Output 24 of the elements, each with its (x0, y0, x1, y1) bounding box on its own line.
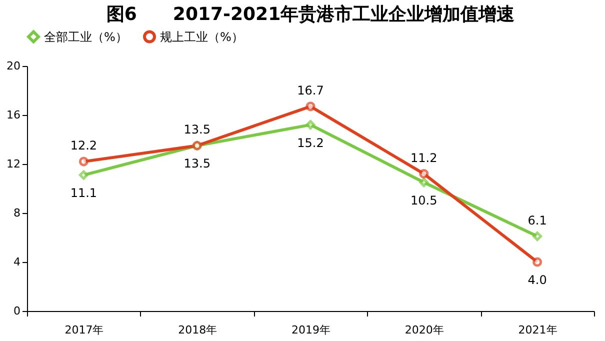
legend-label: 全部工业（%） (44, 30, 128, 44)
y-tick-label: 8 (14, 206, 20, 220)
data-label: 11.2 (410, 150, 438, 165)
data-label: 12.2 (70, 138, 98, 153)
data-label: 13.5 (184, 122, 210, 137)
x-tick-label: 2019年 (292, 324, 330, 336)
data-label: 6.1 (528, 213, 547, 228)
data-label: 13.5 (184, 156, 210, 171)
data-label: 15.2 (297, 136, 324, 150)
data-label: 11.1 (70, 186, 98, 200)
data-label: 4.0 (528, 273, 547, 287)
y-tick-label: 16 (6, 108, 20, 122)
y-tick-label: 4 (14, 256, 20, 268)
x-tick-label: 2021年 (518, 324, 558, 336)
x-tick-label: 2017年 (64, 324, 104, 336)
data-label: 16.7 (297, 83, 324, 98)
legend-label: 规上工业（%） (160, 30, 244, 44)
y-tick-label: 12 (6, 158, 20, 170)
x-tick-label: 2018年 (178, 324, 218, 336)
y-tick-label: 0 (14, 304, 20, 318)
chart-title: 图6 2017-2021年贵港市工业企业增加值增速 (106, 4, 515, 25)
y-tick-label: 20 (6, 60, 20, 72)
data-label: 10.5 (410, 193, 438, 208)
x-tick-label: 2020年 (404, 324, 444, 336)
